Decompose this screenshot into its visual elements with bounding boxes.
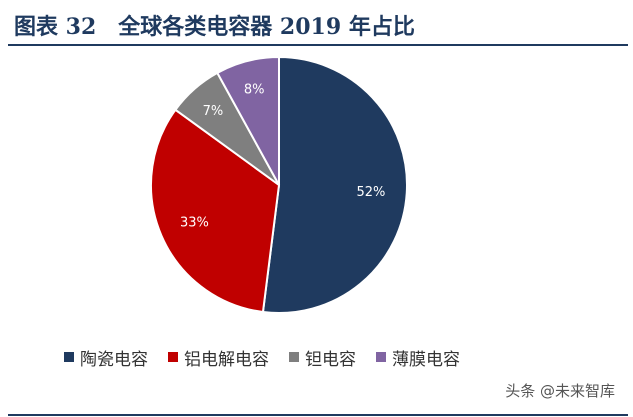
pie-data-label-2: 7% (203, 104, 224, 119)
pie-slices (150, 55, 408, 314)
legend-label: 铝电解电容 (184, 349, 269, 370)
pie-slice-0 (261, 55, 408, 314)
legend-item-0: 陶瓷电容 (64, 345, 148, 370)
pie-data-label-0: 52% (357, 185, 386, 200)
legend-item-2: 钽电容 (289, 345, 356, 370)
watermark: 头条 @未来智库 (505, 382, 615, 400)
pie-labels: 52% 33% 7% 8% (180, 82, 385, 230)
pie-data-label-1: 33% (180, 216, 209, 231)
legend-swatch (289, 352, 299, 362)
pie-data-label-3: 8% (244, 82, 265, 97)
legend-item-3: 薄膜电容 (376, 345, 460, 370)
legend-swatch (64, 352, 74, 362)
legend-label: 薄膜电容 (392, 349, 460, 370)
legend-item-1: 铝电解电容 (168, 345, 269, 370)
legend-swatch (376, 352, 386, 362)
legend: 陶瓷电容 铝电解电容 钽电容 薄膜电容 (64, 345, 460, 370)
pie-slice-1 (150, 108, 281, 314)
legend-swatch (168, 352, 178, 362)
bottom-rule (8, 414, 628, 416)
title-bar: 图表 32 全球各类电容器 2019 年占比 (0, 0, 633, 44)
pie-slice-3 (215, 55, 280, 186)
chart-title: 图表 32 全球各类电容器 2019 年占比 (14, 14, 415, 40)
legend-label: 钽电容 (305, 349, 356, 370)
pie-chart: 52% 33% 7% 8% (150, 55, 408, 314)
title-rule (8, 44, 628, 46)
legend-label: 陶瓷电容 (80, 349, 148, 370)
